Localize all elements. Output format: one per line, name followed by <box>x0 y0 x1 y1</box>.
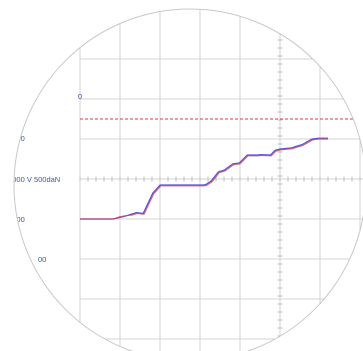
y-tick-label-4: 00 <box>38 255 46 264</box>
tick-marks <box>79 15 361 345</box>
series-line-0 <box>80 137 328 220</box>
y-tick-label-0: 0 <box>78 92 82 101</box>
y-tick-label-1: 2,000 <box>6 134 25 143</box>
y-tick-label-3: 0,000 <box>6 215 25 224</box>
y-tick-label-2: 1,000 V 500daN <box>6 175 60 184</box>
series-layer <box>80 137 328 220</box>
series-line-1 <box>80 138 328 220</box>
lens-rim <box>13 8 363 351</box>
